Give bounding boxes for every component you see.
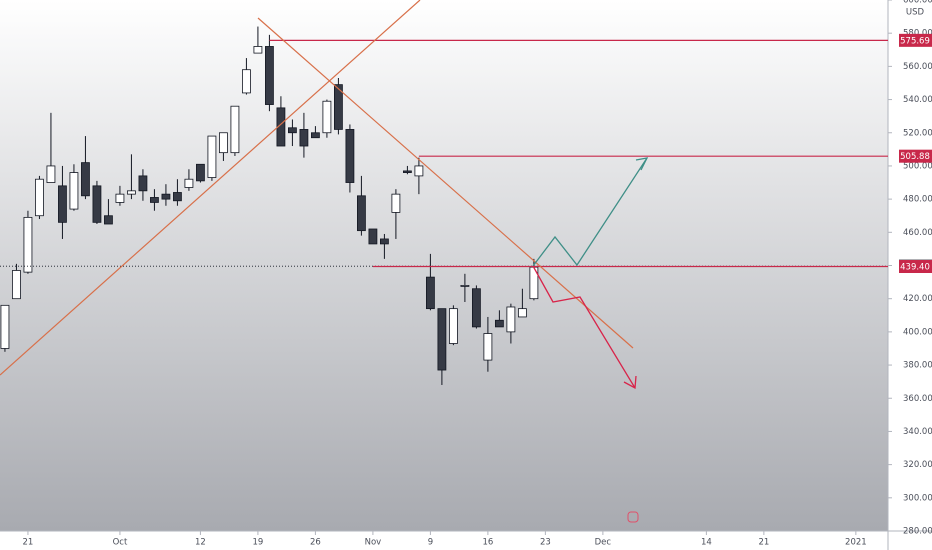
candle-body	[35, 178, 44, 217]
bullish-path	[532, 157, 648, 267]
candle-body	[161, 193, 171, 200]
x-tick-label: Oct	[113, 538, 128, 548]
y-tick-label: 300.00	[903, 493, 932, 503]
price-axis-panel	[888, 0, 932, 550]
candle-body	[380, 238, 389, 245]
x-tick-label: 23	[540, 538, 551, 548]
candle-body	[299, 129, 309, 147]
candle-body	[196, 163, 205, 182]
y-tick-label: 500.00	[903, 161, 932, 171]
candle-body	[92, 185, 102, 223]
y-tick-label: 420.00	[903, 294, 932, 304]
candle-body	[403, 170, 412, 173]
arrow-head	[623, 375, 637, 390]
candle-body	[81, 162, 90, 197]
x-tick-label: 12	[195, 538, 206, 548]
x-tick-label: 9	[428, 538, 433, 548]
candle-body	[173, 192, 182, 202]
candle-body	[58, 185, 67, 223]
y-tick-label: 480.00	[903, 195, 932, 205]
candle-body	[46, 165, 56, 183]
x-tick-label: 14	[701, 538, 712, 548]
candle-body	[414, 165, 424, 177]
arrow-head	[635, 157, 649, 171]
candle-body	[311, 132, 320, 139]
x-tick-label: 2021	[845, 538, 867, 548]
x-tick-label: 21	[758, 538, 769, 548]
y-tick-label: 380.00	[903, 361, 932, 371]
currency-label: USD	[906, 8, 925, 18]
y-tick-label: 360.00	[903, 394, 932, 404]
y-tick-label: 280.00	[903, 527, 932, 537]
candle-body	[242, 69, 251, 94]
price-label: 505.88	[900, 152, 930, 162]
price-label-box	[899, 259, 932, 273]
candle-body	[425, 276, 435, 310]
y-tick-label: 540.00	[903, 95, 932, 105]
bearish-path	[532, 265, 636, 389]
candle-body	[276, 107, 286, 147]
candle-body	[23, 216, 33, 273]
candle-body	[494, 319, 504, 328]
candle-body	[288, 127, 297, 134]
candle-body	[506, 306, 516, 333]
candle-body	[517, 308, 527, 318]
trend-line	[257, 17, 634, 349]
drawings	[0, 0, 649, 523]
y-tick-label: 600.00	[903, 0, 932, 6]
candle-body	[483, 333, 493, 361]
candle-body	[334, 84, 343, 130]
marks	[0, 26, 888, 385]
candle-body	[184, 178, 194, 188]
candle-body	[448, 308, 458, 344]
y-tick-label: 400.00	[903, 327, 932, 337]
x-tick-label: 19	[253, 538, 264, 548]
candle-body	[345, 129, 355, 183]
candle-body	[471, 288, 481, 328]
y-tick-label: 460.00	[903, 228, 932, 238]
candle-body	[391, 193, 401, 213]
candle-body	[0, 304, 10, 349]
price-label: 439.40	[900, 262, 930, 272]
candle-body	[127, 190, 136, 195]
x-tick-label: 21	[23, 538, 34, 548]
plot-background	[0, 0, 888, 531]
candle-body	[357, 195, 366, 232]
y-tick-label: 580.00	[903, 29, 932, 39]
y-tick-label: 520.00	[903, 128, 932, 138]
y-tick-label: 320.00	[903, 460, 932, 470]
candle-body	[460, 285, 470, 287]
x-tick-label: Nov	[365, 538, 382, 548]
candle-body	[207, 135, 217, 178]
trend-line	[0, 0, 421, 376]
candle-body	[219, 132, 228, 154]
candle-body	[253, 46, 263, 54]
x-tick-label: 26	[310, 538, 321, 548]
candle-body	[150, 197, 159, 203]
candle-body	[115, 193, 125, 203]
time-axis-panel	[0, 531, 888, 550]
candle-body	[368, 228, 378, 245]
x-tick-label: 16	[482, 538, 493, 548]
event-icon	[627, 511, 639, 523]
candle-body	[230, 105, 240, 154]
price-label: 575.69	[900, 36, 930, 46]
y-tick-label: 560.00	[903, 62, 932, 72]
price-label-box	[899, 149, 932, 163]
candle-body	[138, 175, 148, 192]
candle-body	[12, 270, 21, 300]
x-tick-label: Dec	[595, 538, 612, 548]
candle-body	[69, 172, 79, 210]
candle-body	[437, 308, 447, 371]
y-tick-label: 340.00	[903, 427, 932, 437]
candle-body	[322, 100, 332, 134]
price-label-box	[899, 33, 932, 47]
candle-body	[104, 215, 113, 225]
candle-body	[265, 46, 274, 105]
